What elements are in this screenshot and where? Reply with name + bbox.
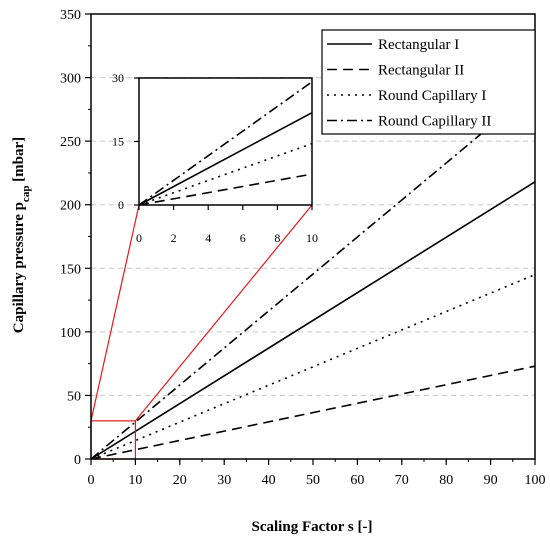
y-tick-label: 200	[60, 199, 81, 214]
inset-series-line	[138, 81, 313, 206]
series-line	[90, 365, 536, 460]
inset-x-tick-label: 8	[274, 231, 280, 245]
y-tick-label: 250	[60, 135, 81, 150]
zoom-connector	[90, 204, 140, 421]
inset-x-tick-label: 10	[306, 231, 318, 245]
legend-label: Rectangular I	[378, 37, 459, 53]
y-tick-label: 150	[60, 262, 81, 277]
legend-label: Round Capillary II	[378, 114, 491, 130]
inset-series-line	[138, 112, 313, 206]
inset-x-tick-label: 2	[171, 231, 177, 245]
inset-series-line	[138, 173, 313, 206]
series-lines	[90, 88, 536, 460]
inset-x-tick-label: 4	[205, 231, 211, 245]
zoom-connector	[134, 204, 313, 422]
inset-y-tick-label: 30	[112, 71, 124, 85]
y-tick-label: 50	[67, 389, 81, 404]
x-tick-label: 90	[484, 473, 498, 488]
legend-box	[321, 29, 536, 135]
series-line	[90, 273, 536, 460]
x-tick-label: 10	[128, 473, 142, 488]
y-tick-label: 100	[60, 326, 81, 341]
x-tick-label: 70	[395, 473, 409, 488]
inset-frame	[138, 77, 313, 206]
series-line	[90, 88, 536, 460]
x-axis-title: Scaling Factor s [-]	[252, 519, 373, 535]
legend-label: Round Capillary I	[378, 88, 486, 104]
x-tick-label: 80	[439, 473, 453, 488]
legend-label: Rectangular II	[378, 63, 464, 79]
x-tick-label: 20	[173, 473, 187, 488]
x-tick-label: 30	[217, 473, 231, 488]
y-axis-title-unit: [mbar]	[11, 137, 27, 186]
inset-x-tick-label: 6	[240, 231, 246, 245]
y-axis-title-sub: cap	[20, 186, 32, 203]
y-tick-label: 300	[60, 72, 81, 87]
inset-series-line	[138, 142, 313, 206]
y-axis-title-main: Capillary pressure p	[11, 202, 27, 333]
series-line	[90, 181, 536, 460]
inset-plot: 0 2 4 6 8 10 0 15 30	[112, 71, 318, 245]
x-tick-label: 60	[350, 473, 364, 488]
x-tick-label: 50	[306, 473, 320, 488]
y-tick-label: 0	[74, 453, 81, 468]
inset-y-tick-label: 15	[112, 135, 124, 149]
x-tick-label: 0	[88, 473, 95, 488]
main-axis-ticks: 0 10 20 30 40 50 60 70 80 90 100050100150200250300…	[60, 8, 546, 488]
legend: Rectangular I Rectangular II Round Capilla…	[321, 29, 536, 135]
y-tick-label: 350	[60, 8, 81, 23]
x-tick-label: 40	[262, 473, 276, 488]
inset-y-tick-label: 0	[118, 198, 124, 212]
y-axis-title: Capillary pressure pcap [mbar]	[11, 137, 32, 333]
inset-x-tick-label: 0	[136, 231, 142, 245]
x-tick-label: 100	[525, 473, 546, 488]
